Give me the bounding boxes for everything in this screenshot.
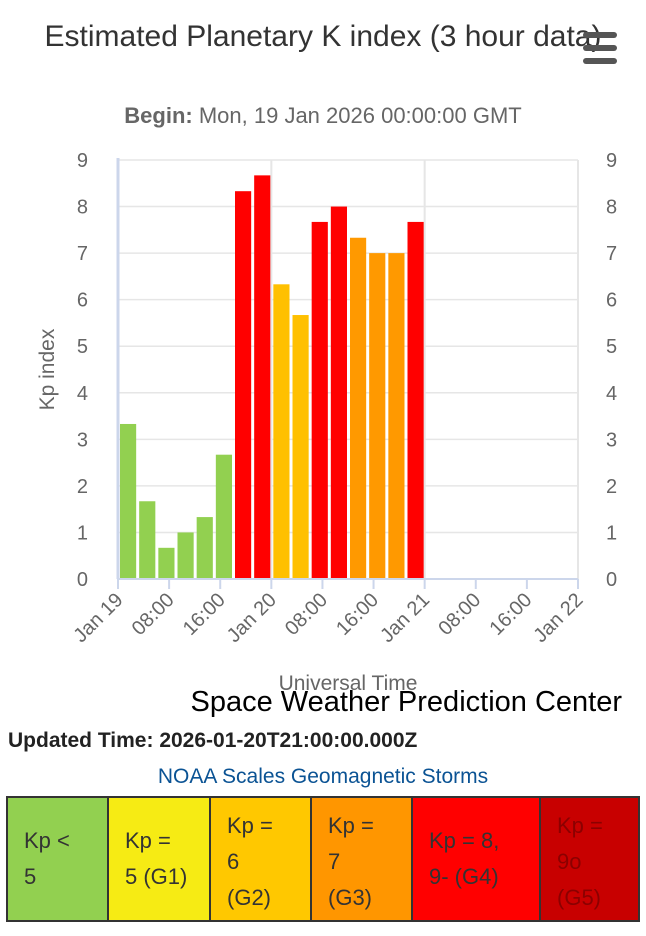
scale-cell-line: 6: [227, 849, 240, 874]
y-tick-label-left: 9: [77, 150, 88, 172]
kp-bar: [330, 206, 347, 580]
kp-bar: [388, 253, 405, 579]
scale-cell-line: Kp <: [24, 828, 70, 853]
credit-text: Space Weather Prediction Center: [190, 686, 622, 718]
scale-cell-line: 7: [328, 849, 341, 874]
kp-bar: [215, 454, 232, 579]
noaa-scales-legend: Kp < 5 Kp = 5 (G1) Kp = 6 (G2) Kp = 7 (G3) Kp = 8,…: [6, 796, 640, 922]
y-tick-label-right: 1: [606, 522, 617, 544]
kp-bar: [311, 221, 328, 579]
x-tick-label: Jan 19: [70, 589, 128, 647]
kp-bar: [235, 191, 252, 579]
scale-cell-line: Kp =: [227, 813, 273, 838]
x-tick-label: Jan 22: [530, 589, 588, 647]
scale-cell-line: Kp =: [328, 813, 374, 838]
scale-cell: Kp = 6 (G2): [211, 798, 312, 920]
scale-cell-text: Kp = 5 (G1): [125, 823, 187, 895]
chart-title: Estimated Planetary K index (3 hour data…: [44, 20, 602, 53]
y-tick-label-left: 5: [77, 336, 88, 358]
kp-bar: [350, 237, 367, 579]
hamburger-menu-icon[interactable]: [578, 28, 622, 68]
scale-cell-line: Kp =: [557, 813, 603, 838]
x-tick-label: 08:00: [128, 589, 179, 640]
scale-cell-text: Kp = 7 (G3): [328, 808, 374, 916]
y-tick-label-left: 7: [77, 243, 88, 265]
updated-value: 2026-01-20T21:00:00.000Z: [159, 729, 418, 752]
kp-bar: [273, 284, 290, 579]
y-tick-label-right: 4: [606, 383, 617, 405]
x-tick-label: 08:00: [281, 589, 332, 640]
scale-cell-text: Kp = 8, 9- (G4): [429, 823, 499, 895]
y-tick-label-right: 3: [606, 429, 617, 451]
menu-bar-top: [583, 32, 617, 38]
y-tick-label-right: 6: [606, 290, 617, 312]
scale-cell-line: 5 (G1): [125, 864, 188, 889]
chart-subtitle: Begin: Mon, 19 Jan 2026 00:00:00 GMT: [0, 103, 646, 129]
scale-cell-line: (G3): [328, 885, 372, 910]
x-tick-label: 16:00: [332, 589, 383, 640]
scale-cell-line: (G2): [227, 885, 271, 910]
menu-bar-bottom: [583, 58, 617, 64]
begin-value: Mon, 19 Jan 2026 00:00:00 GMT: [198, 103, 522, 128]
scale-cell-text: Kp = 6 (G2): [227, 808, 273, 916]
noaa-scales-link[interactable]: NOAA Scales Geomagnetic Storms: [157, 765, 489, 788]
y-tick-label-left: 6: [77, 290, 88, 312]
y-tick-label-right: 5: [606, 336, 617, 358]
scale-cell-line: Kp = 8,: [429, 828, 500, 853]
y-tick-label-right: 0: [606, 569, 617, 591]
kp-bar: [254, 175, 271, 579]
updated-label: Updated Time:: [8, 729, 154, 752]
y-tick-label-right: 7: [606, 243, 617, 265]
scale-cell: Kp = 9o (G5): [541, 798, 638, 920]
x-tick-label: 08:00: [434, 589, 485, 640]
menu-bar-middle: [583, 45, 617, 51]
y-tick-label-right: 8: [606, 197, 617, 219]
x-tick-label: 16:00: [179, 589, 230, 640]
kp-bar: [120, 423, 137, 579]
y-axis-title: Kp index: [36, 328, 59, 410]
scale-cell: Kp < 5: [8, 798, 109, 920]
y-tick-label-left: 0: [77, 569, 88, 591]
x-tick-label: 16:00: [485, 589, 536, 640]
y-tick-label-right: 2: [606, 476, 617, 498]
scale-cell-line: Kp =: [125, 828, 171, 853]
y-tick-label-left: 1: [77, 522, 88, 544]
scale-cell-line: 9o: [557, 849, 582, 874]
scale-cell-line: (G5): [557, 885, 601, 910]
y-tick-label-left: 4: [77, 383, 88, 405]
y-tick-label-left: 8: [77, 197, 88, 219]
updated-time: Updated Time: 2026-01-20T21:00:00.000Z: [8, 729, 417, 753]
y-tick-label-left: 3: [77, 429, 88, 451]
kp-bar: [369, 253, 386, 579]
x-axis-title: Universal Time: [279, 672, 418, 695]
y-tick-label-right: 9: [606, 150, 617, 172]
scale-cell-text: Kp = 9o (G5): [557, 808, 603, 916]
scale-cell: Kp = 8, 9- (G4): [413, 798, 541, 920]
x-tick-label: Jan 20: [223, 589, 281, 647]
scale-cell-line: 5: [24, 864, 37, 889]
begin-label: Begin:: [124, 103, 193, 128]
kp-bar: [158, 547, 175, 579]
scale-cell-text: Kp < 5: [24, 823, 70, 895]
x-tick-label: Jan 21: [376, 589, 434, 647]
kp-bar: [407, 221, 424, 579]
scale-cell: Kp = 7 (G3): [312, 798, 413, 920]
kp-bar: [139, 501, 156, 579]
kp-bar: [177, 532, 194, 579]
scale-cell-line: 9- (G4): [429, 864, 499, 889]
y-tick-label-left: 2: [77, 476, 88, 498]
kp-bar: [292, 315, 309, 579]
scale-cell: Kp = 5 (G1): [109, 798, 211, 920]
kp-bar: [196, 517, 213, 579]
